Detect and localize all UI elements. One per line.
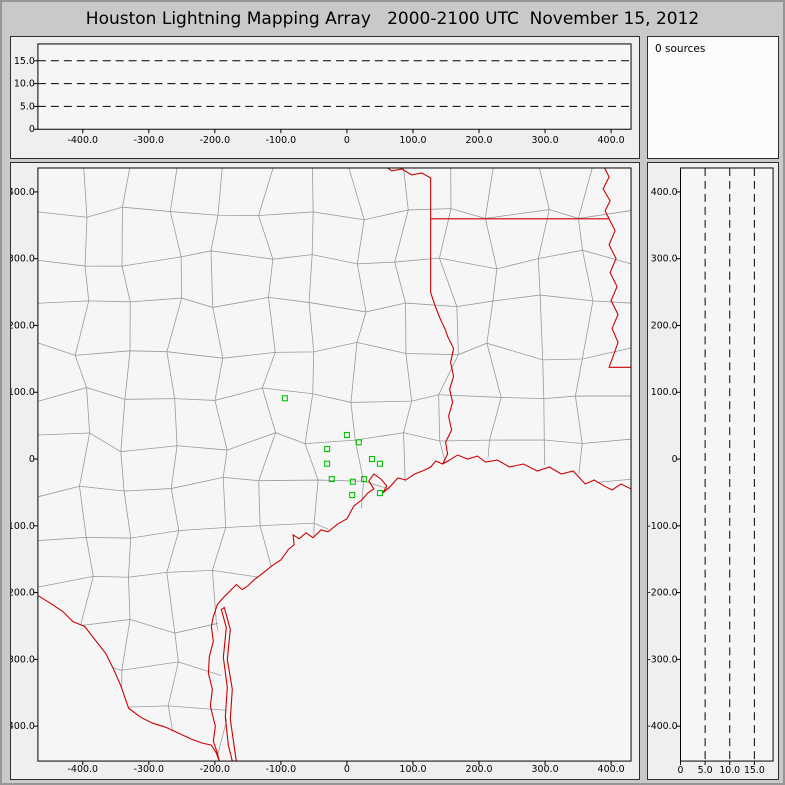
lma-station-marker [349, 492, 356, 499]
tick-label: 0 [344, 764, 350, 775]
tick-label: 10.0 [719, 765, 740, 776]
plot-frame [37, 167, 632, 762]
tick-label: 300.0 [532, 764, 559, 775]
tick-label: 15.0 [14, 56, 35, 67]
barrier-island-path [220, 606, 237, 762]
plot-area[interactable] [680, 167, 774, 762]
tick-label: 0 [29, 124, 35, 135]
lma-station-marker [324, 460, 331, 467]
tick-label: 5.0 [20, 101, 35, 112]
tick-label: 0 [672, 454, 678, 465]
tick-label: -200.0 [200, 135, 231, 146]
county-line [37, 294, 632, 313]
altitude-ns-plot[interactable]: 0 5.0 10.0 15.0 400.0 300.0 200.0 100.0 0 -100.0 -… [648, 163, 778, 779]
tick-label: 200.0 [651, 320, 678, 331]
plan-view-map[interactable]: 400.0 300.0 200.0 100.0 0 -100.0 -200.0 -300.0 -… [11, 163, 639, 779]
lma-station-marker [349, 478, 356, 485]
tick-label: 0 [344, 135, 350, 146]
plan-view-panel[interactable]: 400.0 300.0 200.0 100.0 0 -100.0 -200.0 -300.0 -… [10, 162, 640, 780]
tick-label: -300.0 [134, 135, 165, 146]
lma-stations [281, 395, 383, 499]
county-line [37, 387, 632, 403]
plot-area[interactable] [37, 43, 632, 130]
tick-label: -400.0 [68, 764, 98, 775]
tick-label: 400.0 [11, 187, 35, 198]
tick-label: 300.0 [11, 254, 35, 265]
county-line [37, 342, 632, 361]
altitude-ns-panel[interactable]: 0 5.0 10.0 15.0 400.0 300.0 200.0 100.0 0 -100.0 -… [647, 162, 779, 780]
source-count-label: 0 sources [655, 43, 706, 55]
tick-label: 400.0 [651, 187, 678, 198]
tick-label: 100.0 [11, 387, 35, 398]
tick-label: -400.0 [648, 721, 678, 732]
altitude-ns-content: 0 5.0 10.0 15.0 400.0 300.0 200.0 100.0 0 -100.0 -… [648, 167, 765, 776]
lma-station-marker [355, 439, 362, 446]
tick-label: -300.0 [11, 654, 35, 665]
lma-station-marker [324, 445, 331, 453]
map-axis-labels: 400.0 300.0 200.0 100.0 0 -100.0 -200.0 -300.0 -… [11, 187, 625, 775]
tick-label: 400.0 [598, 135, 625, 146]
tick-label: -200.0 [200, 764, 230, 775]
tick-label: 100.0 [399, 764, 426, 775]
county-line [166, 167, 183, 762]
tick-label: 5.0 [698, 765, 713, 776]
altitude-ew-content: 15.0 10.0 5.0 0 -400.0 -300.0 -200.0 -100.0 0 100… [14, 56, 632, 146]
tick-label: -300.0 [648, 654, 678, 665]
lma-station-marker [281, 395, 288, 402]
tick-label: -400.0 [68, 135, 99, 146]
tick-label: -100.0 [266, 135, 297, 146]
tick-label: 200.0 [11, 320, 35, 331]
map-plot-area[interactable] [37, 167, 632, 762]
county-line [120, 167, 132, 762]
tick-label: -300.0 [134, 764, 164, 775]
tick-label: 15.0 [744, 765, 765, 776]
altitude-ew-plot[interactable]: 15.0 10.0 5.0 0 -400.0 -300.0 -200.0 -100.0 0 100… [11, 37, 639, 158]
county-line [37, 432, 632, 453]
county-line [37, 249, 632, 270]
tick-label: 10.0 [14, 79, 35, 90]
tick-label: 200.0 [465, 135, 492, 146]
tick-label: 100.0 [399, 135, 426, 146]
lma-station-marker [343, 431, 350, 439]
state-border-path [386, 167, 632, 465]
tick-label: 100.0 [651, 387, 678, 398]
altitude-ew-panel[interactable]: 15.0 10.0 5.0 0 -400.0 -300.0 -200.0 -100.0 0 100… [10, 36, 640, 159]
geo-red-lines [37, 167, 632, 762]
lma-station-marker [361, 476, 368, 483]
tick-label: 200.0 [465, 764, 492, 775]
tick-label: 400.0 [598, 764, 625, 775]
plot-frame [37, 43, 632, 130]
county-line [37, 206, 632, 221]
tick-label: -100.0 [11, 521, 35, 532]
lma-station-marker [328, 476, 335, 483]
tick-label: 300.0 [531, 135, 558, 146]
tick-label: 0 [29, 454, 35, 465]
tick-label: 300.0 [651, 254, 678, 265]
lma-station-marker [368, 455, 376, 463]
tick-label: -400.0 [11, 721, 35, 732]
source-counter-panel: 0 sources [647, 36, 779, 159]
tick-label: -100.0 [648, 521, 678, 532]
rio-grande-path [37, 595, 220, 762]
tick-label: -200.0 [11, 588, 35, 599]
window-title: Houston Lightning Mapping Array 2000-210… [85, 9, 700, 29]
coastline-path [207, 454, 632, 762]
tick-label: 0 [678, 765, 684, 776]
plot-frame [680, 167, 774, 762]
tick-label: -100.0 [266, 764, 296, 775]
lma-station-marker [376, 460, 383, 467]
lma-station-marker [376, 490, 383, 497]
tick-label: -200.0 [648, 588, 678, 599]
